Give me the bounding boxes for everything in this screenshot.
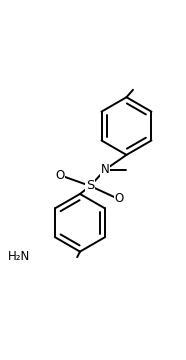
Text: N: N [101,163,110,176]
Text: O: O [114,192,124,204]
Text: S: S [86,179,94,193]
Text: H₂N: H₂N [7,250,30,263]
Text: O: O [55,169,64,182]
